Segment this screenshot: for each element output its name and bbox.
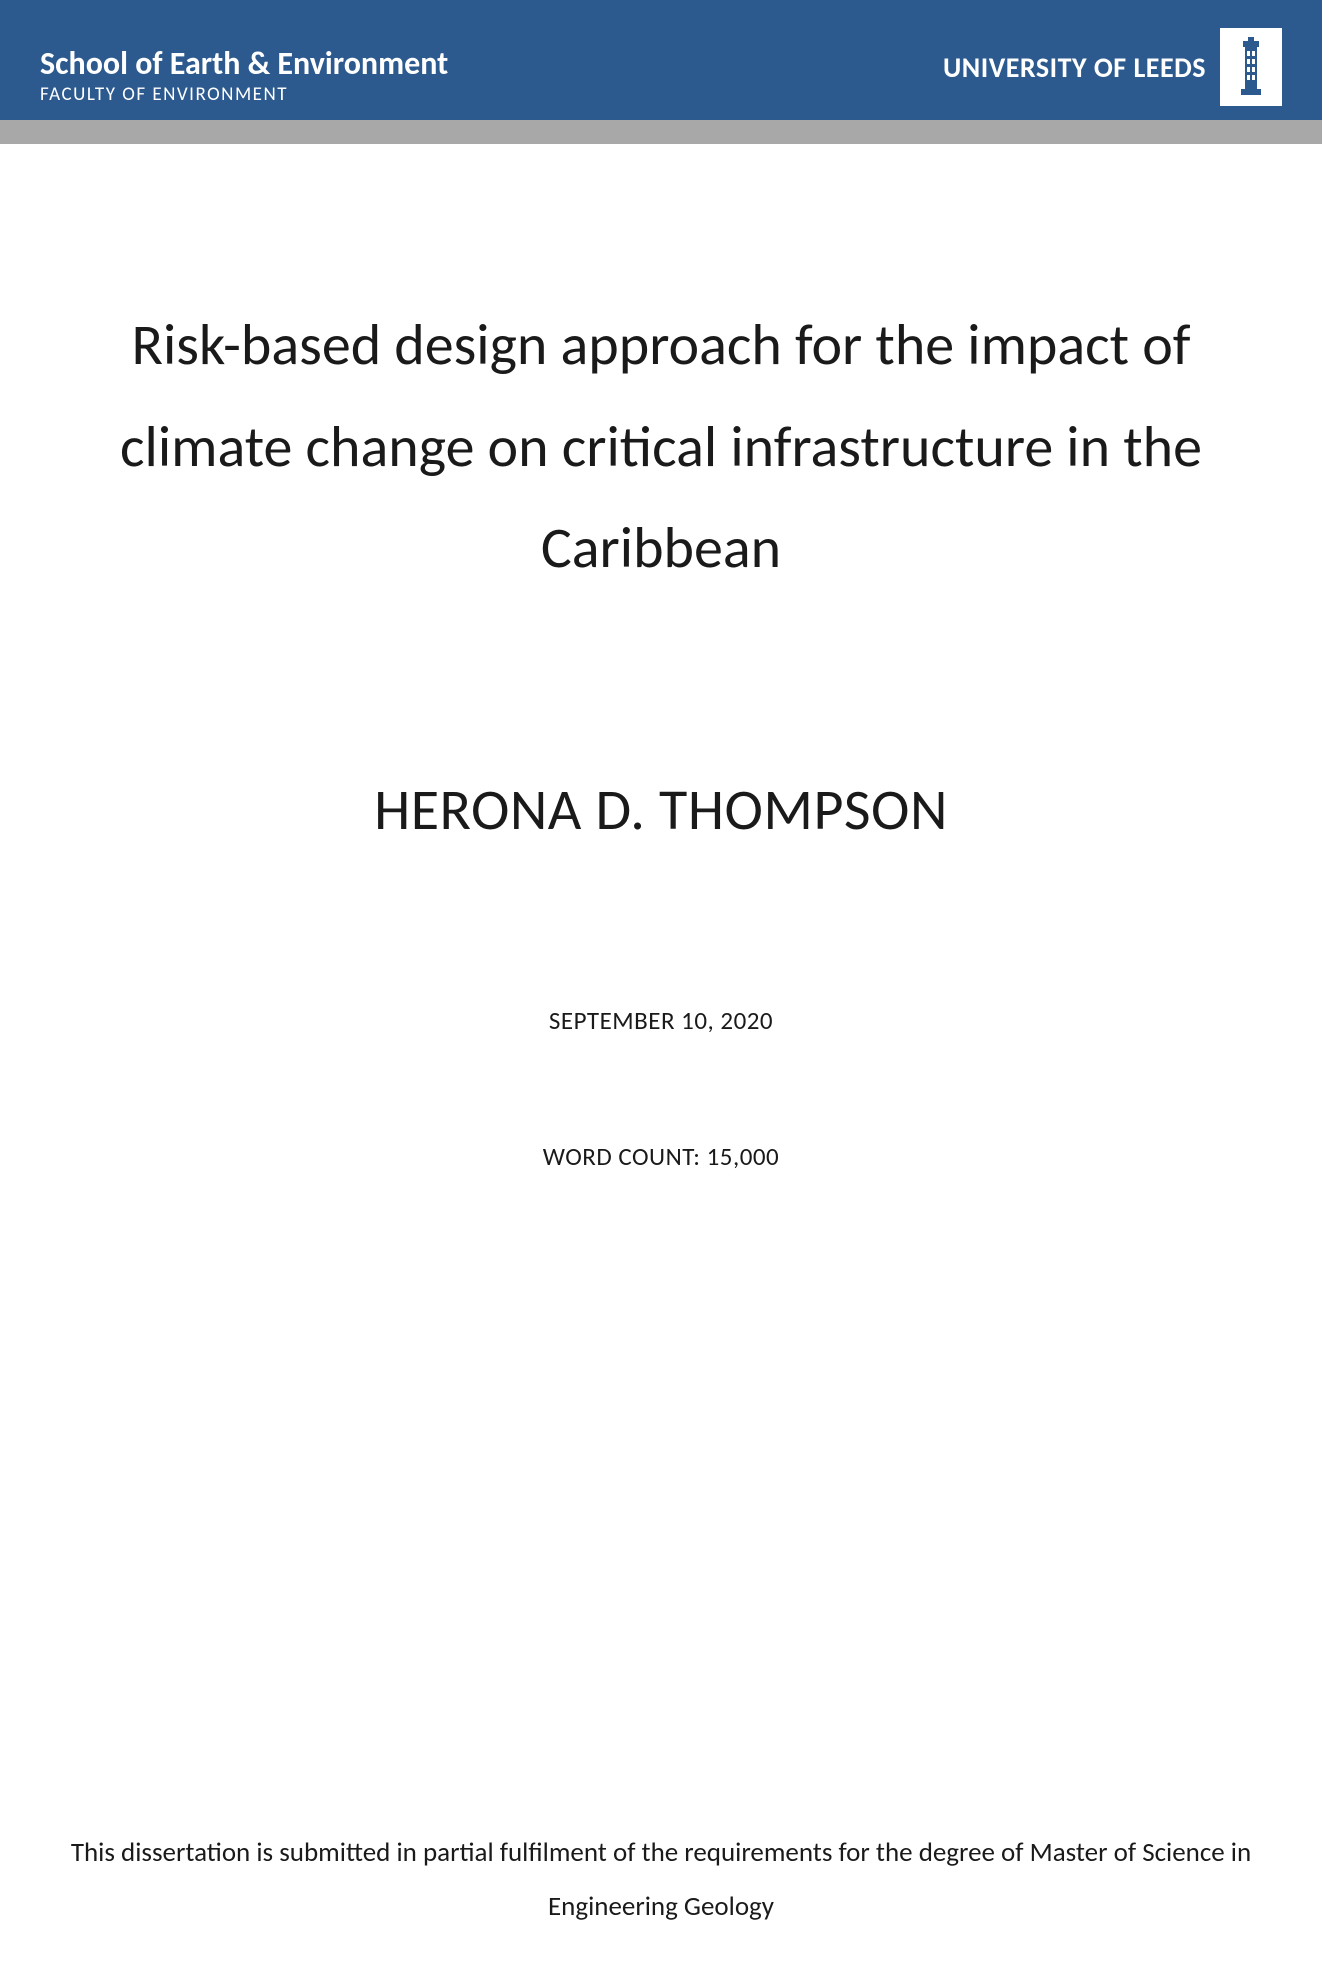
university-logo [1220,28,1282,106]
header-divider [0,120,1322,144]
document-date: SEPTEMBER 10, 2020 [70,1005,1252,1036]
header-left-block: School of Earth & Environment FACULTY OF… [40,46,448,106]
faculty-name: FACULTY OF ENVIRONMENT [40,83,448,106]
header-banner: School of Earth & Environment FACULTY OF… [0,0,1322,120]
content-area: Risk-based design approach for the impac… [0,294,1322,1172]
university-name: UNIVERSITY OF LEEDS [943,50,1206,85]
document-author: HERONA D. THOMPSON [70,774,1252,845]
document-title: Risk-based design approach for the impac… [70,294,1252,599]
submission-statement: This dissertation is submitted in partia… [0,1826,1322,1934]
tower-icon [1231,37,1271,97]
word-count: WORD COUNT: 15,000 [70,1141,1252,1172]
header-right-block: UNIVERSITY OF LEEDS [943,28,1282,106]
school-name: School of Earth & Environment [40,46,448,81]
